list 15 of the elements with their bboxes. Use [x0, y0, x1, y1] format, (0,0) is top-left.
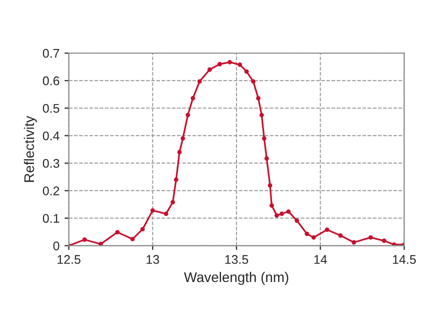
y-tick-label: 0.6 — [42, 76, 60, 86]
y-tick-label: 0.5 — [42, 104, 60, 113]
x-tick-label: 14.5 — [392, 255, 416, 264]
x-tick-label: 13 — [146, 255, 160, 264]
y-tick-label: 0.1 — [42, 214, 60, 223]
y-tick-label: 0 — [53, 241, 60, 250]
x-tick-label: 12.5 — [58, 255, 80, 264]
x-tick-label: 13.5 — [225, 255, 248, 264]
y-tick-label: 0.4 — [42, 131, 60, 140]
y-tick-label: 0.7 — [42, 48, 60, 58]
y-tick-label: 0.2 — [42, 186, 60, 196]
x-tick-label: 14 — [314, 255, 327, 264]
y-tick-label: 0.3 — [42, 158, 60, 168]
x-axis-title: Wavelength (nm) — [184, 272, 288, 285]
y-axis-title: Reflectivity — [24, 116, 37, 182]
